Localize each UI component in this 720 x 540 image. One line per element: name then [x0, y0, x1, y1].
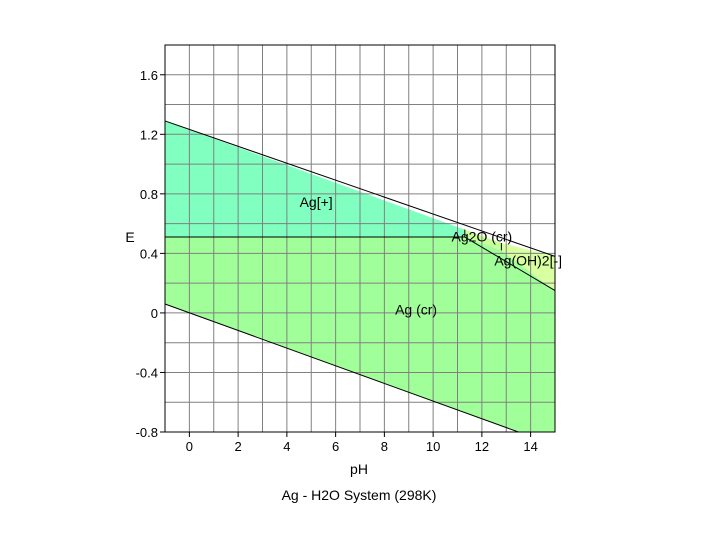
region-label-ag-cr: Ag (cr) [395, 301, 437, 317]
x-tick-label: 6 [332, 439, 339, 454]
y-tick-label: 0.8 [140, 187, 158, 202]
y-tick-label: 0 [151, 306, 158, 321]
x-tick-label: 0 [186, 439, 193, 454]
region-label-ag2o-cr: Ag2O (cr) [452, 228, 513, 244]
chart-title: Ag - H2O System (298K) [282, 487, 437, 503]
region-labels-layer: Ag[+] Ag (cr) Ag2O (cr) Ag(OH)2[-] [300, 194, 562, 317]
x-axis-label: pH [350, 461, 368, 477]
x-tick-label: 10 [426, 439, 440, 454]
x-tick-label: 4 [283, 439, 290, 454]
region-label-ag-oh-2: Ag(OH)2[-] [494, 252, 562, 268]
x-tick-label: 2 [235, 439, 242, 454]
boundary-layer [164, 120, 556, 433]
phase-boundary [164, 120, 556, 257]
region-ag-oh-2 [501, 243, 555, 291]
x-tick-label: 14 [523, 439, 537, 454]
ticks-layer: 0 2 4 6 8 10 12 14 -0.8 -0.4 0 0.4 0.8 1.2 1.6 [136, 68, 538, 454]
region-ag [165, 120, 465, 237]
y-tick-label: 1.6 [140, 68, 158, 83]
y-tick-label: 1.2 [140, 127, 158, 142]
y-tick-label: 0.4 [140, 246, 158, 261]
phase-boundary [164, 303, 519, 433]
plot-frame [164, 44, 556, 433]
region-ag2o-cr [464, 229, 502, 251]
y-tick-label: -0.8 [136, 425, 158, 440]
region-label-ag: Ag[+] [300, 194, 333, 210]
grid-layer [165, 45, 555, 432]
y-tick-label: -0.4 [136, 365, 158, 380]
x-tick-label: 8 [381, 439, 388, 454]
phase-boundary [464, 236, 556, 292]
y-axis-label: E [125, 229, 134, 245]
x-tick-label: 12 [475, 439, 489, 454]
